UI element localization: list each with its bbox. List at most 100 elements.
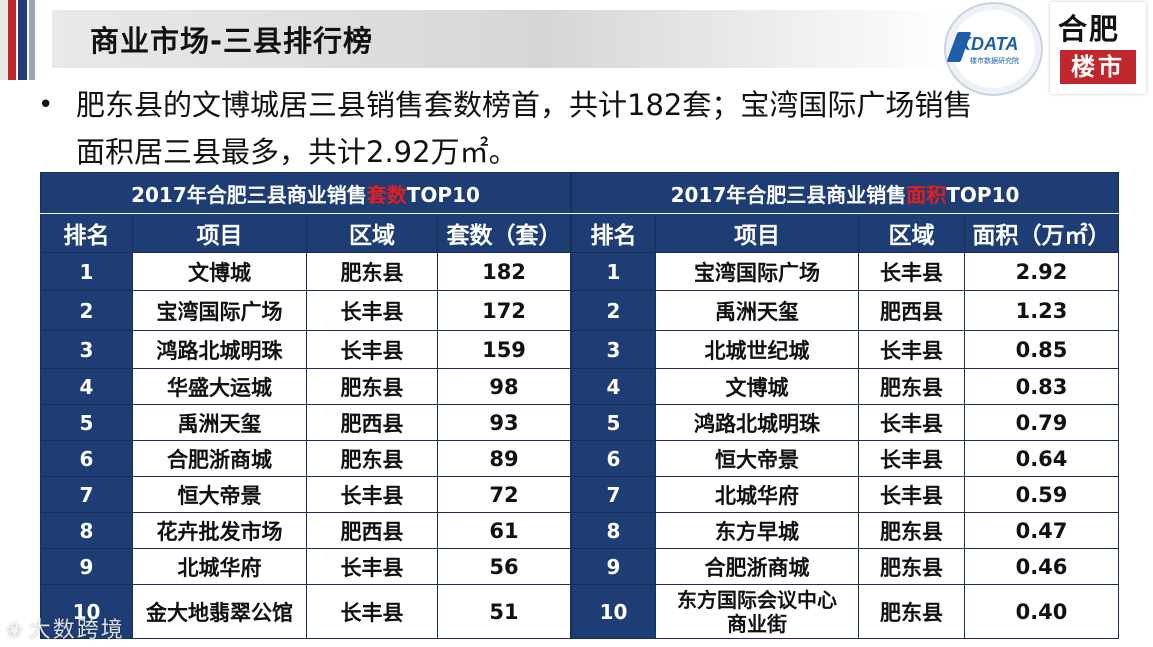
project-cell: 宝湾国际广场 (132, 290, 307, 331)
district-cell: 长丰县 (306, 330, 438, 369)
project-cell: 合肥浙商城 (655, 548, 859, 585)
page-title: 商业市场-三县排行榜 (90, 24, 374, 58)
area-top10-table: 2017年合肥三县商业销售面积TOP10 排名 项目 区域 面积（万㎡） 1 宝湾… (571, 172, 1119, 639)
rank-cell: 4 (571, 368, 656, 405)
table-row: 8 东方早城 肥东县 0.47 (571, 512, 1119, 549)
project-cell: 禹洲天玺 (132, 404, 307, 441)
rank-cell: 3 (571, 330, 656, 369)
rank-cell: 10 (40, 584, 133, 639)
value-cell: 182 (437, 252, 571, 291)
project-cell: 北城华府 (132, 548, 307, 585)
rank-cell: 3 (40, 330, 133, 369)
table-row: 9 合肥浙商城 肥东县 0.46 (571, 548, 1119, 585)
kdata-logo: KDATA 楼市数据研究院 (944, 2, 1043, 96)
table-row: 9 北城华府 长丰县 56 (40, 548, 571, 585)
table-row: 7 恒大帝景 长丰县 72 (40, 476, 571, 513)
col-header-project: 项目 (655, 213, 859, 253)
value-cell: 89 (437, 440, 571, 477)
value-cell: 56 (437, 548, 571, 585)
table-row: 3 北城世纪城 长丰县 0.85 (571, 330, 1119, 369)
project-cell: 文博城 (132, 252, 307, 291)
watermark-icon: ❀ (6, 618, 25, 642)
col-header-district: 区域 (858, 213, 965, 253)
value-cell: 93 (437, 404, 571, 441)
summary-line-2: 面积居三县最多，共计2.92万㎡。 (76, 135, 518, 169)
col-header-district: 区域 (306, 213, 438, 253)
project-cell: 华盛大运城 (132, 368, 307, 405)
summary-line-1: 肥东县的文博城居三县销售套数榜首，共计182套；宝湾国际广场销售 (76, 88, 973, 122)
value-cell: 0.40 (964, 584, 1119, 639)
project-cell: 东方早城 (655, 512, 859, 549)
table-row: 6 合肥浙商城 肥东县 89 (40, 440, 571, 477)
table-row: 10 东方国际会议中心 商业街 肥东县 0.40 (571, 584, 1119, 639)
value-cell: 51 (437, 584, 571, 639)
project-cell: 北城华府 (655, 476, 859, 513)
district-cell: 肥西县 (858, 290, 965, 331)
value-cell: 72 (437, 476, 571, 513)
project-cell: 宝湾国际广场 (655, 252, 859, 291)
district-cell: 肥西县 (306, 404, 438, 441)
value-cell: 2.92 (964, 252, 1119, 291)
value-cell: 0.46 (964, 548, 1119, 585)
value-cell: 0.85 (964, 330, 1119, 369)
table-row: 2 宝湾国际广场 长丰县 172 (40, 290, 571, 331)
rank-cell: 10 (571, 584, 656, 639)
summary-bullet: • 肥东县的文博城居三县销售套数榜首，共计182套；宝湾国际广场销售 面积居三县… (38, 82, 1098, 176)
table-row: 6 恒大帝景 长丰县 0.64 (571, 440, 1119, 477)
table-row: 1 宝湾国际广场 长丰县 2.92 (571, 252, 1119, 291)
district-cell: 长丰县 (306, 584, 438, 639)
watermark: ❀ 大数跨境 (6, 612, 125, 644)
caption-suffix: TOP10 (406, 182, 480, 207)
district-cell: 肥东县 (306, 252, 438, 291)
district-cell: 肥东县 (306, 440, 438, 477)
district-cell: 长丰县 (858, 476, 965, 513)
col-header-units: 套数（套） (437, 213, 571, 253)
project-cell: 恒大帝景 (132, 476, 307, 513)
table-row: 4 华盛大运城 肥东县 98 (40, 368, 571, 405)
project-line-1: 东方国际会议中心 (677, 587, 837, 612)
table-row: 8 花卉批发市场 肥西县 61 (40, 512, 571, 549)
district-cell: 长丰县 (306, 290, 438, 331)
value-cell: 159 (437, 330, 571, 369)
value-cell: 61 (437, 512, 571, 549)
col-header-rank: 排名 (40, 213, 133, 253)
project-cell: 花卉批发市场 (132, 512, 307, 549)
kdata-logo-text: KDATA (958, 34, 1019, 54)
table-row: 4 文博城 肥东县 0.83 (571, 368, 1119, 405)
district-cell: 肥东县 (858, 512, 965, 549)
rank-cell: 2 (40, 290, 133, 331)
district-cell: 长丰县 (858, 252, 965, 291)
project-cell: 北城世纪城 (655, 330, 859, 369)
rank-cell: 4 (40, 368, 133, 405)
project-cell: 东方国际会议中心 商业街 (655, 584, 859, 639)
project-cell: 鸿路北城明珠 (655, 404, 859, 441)
district-cell: 长丰县 (306, 476, 438, 513)
project-cell: 金大地翡翠公馆 (132, 584, 307, 639)
project-cell: 合肥浙商城 (132, 440, 307, 477)
rank-cell: 8 (571, 512, 656, 549)
title-bar (52, 10, 952, 68)
units-top10-table: 2017年合肥三县商业销售套数TOP10 排名 项目 区域 套数（套） 1 文博城… (40, 172, 571, 639)
units-table-caption: 2017年合肥三县商业销售套数TOP10 (40, 172, 571, 214)
value-cell: 1.23 (964, 290, 1119, 331)
rank-cell: 9 (571, 548, 656, 585)
table-row: 2 禹洲天玺 肥西县 1.23 (571, 290, 1119, 331)
table-row: 5 鸿路北城明珠 长丰县 0.79 (571, 404, 1119, 441)
value-cell: 0.79 (964, 404, 1119, 441)
project-line-2: 商业街 (727, 611, 787, 636)
rank-cell: 6 (571, 440, 656, 477)
table-row: 5 禹洲天玺 肥西县 93 (40, 404, 571, 441)
hefei-logo-bottom: 楼市 (1060, 50, 1136, 84)
table-row: 10 金大地翡翠公馆 长丰县 51 (40, 584, 571, 639)
bullet-dot-icon: • (38, 90, 54, 120)
project-cell: 禹洲天玺 (655, 290, 859, 331)
value-cell: 0.59 (964, 476, 1119, 513)
project-cell: 文博城 (655, 368, 859, 405)
rank-cell: 6 (40, 440, 133, 477)
watermark-text: 大数跨境 (28, 618, 125, 643)
rank-cell: 8 (40, 512, 133, 549)
col-header-area: 面积（万㎡） (964, 213, 1119, 253)
district-cell: 肥东县 (858, 584, 965, 639)
value-cell: 98 (437, 368, 571, 405)
value-cell: 0.64 (964, 440, 1119, 477)
